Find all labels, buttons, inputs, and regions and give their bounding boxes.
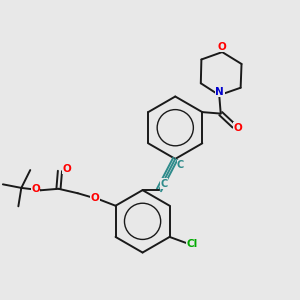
Text: O: O <box>62 164 71 174</box>
Text: N: N <box>215 87 224 97</box>
Text: O: O <box>91 193 99 203</box>
Text: O: O <box>31 184 40 194</box>
Text: C: C <box>177 160 184 170</box>
Text: Cl: Cl <box>187 239 198 249</box>
Text: O: O <box>233 123 242 133</box>
Text: O: O <box>218 42 226 52</box>
Text: C: C <box>160 178 168 189</box>
